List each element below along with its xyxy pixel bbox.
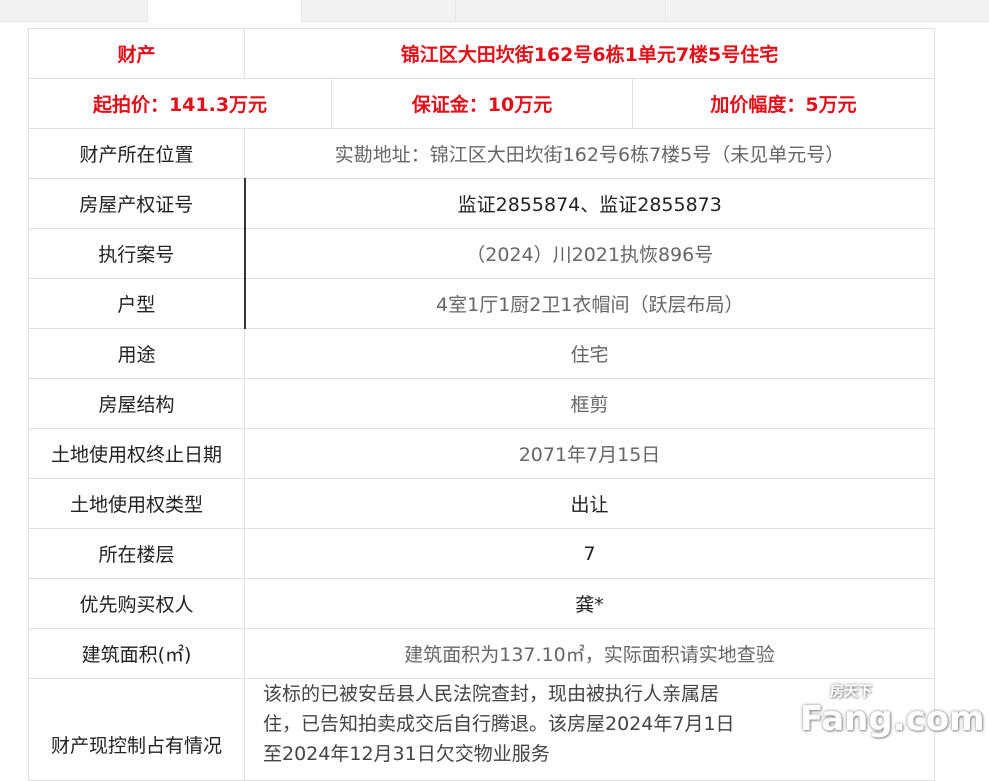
tab-active[interactable] [148,0,302,22]
tab-bar [0,0,989,22]
row-label: 建筑面积(㎡) [28,628,245,679]
table-row: 土地使用权类型 出让 [28,478,935,529]
watermark-brand: Fang.com [800,699,985,739]
header-row: 财产 锦江区大田坎街162号6栋1单元7楼5号住宅 [28,28,935,79]
row-value: 监证2855874、监证2855873 [243,178,935,229]
property-title: 锦江区大田坎街162号6栋1单元7楼5号住宅 [244,28,935,79]
row-label: 执行案号 [28,228,245,279]
row-label: 土地使用权终止日期 [28,428,245,479]
table-row: 房屋结构 框剪 [28,378,935,429]
row-value: 龚* [244,578,935,629]
watermark-cn: 房天下 [830,684,872,700]
row-value: 建筑面积为137.10㎡，实际面积请实地查验 [244,628,935,679]
row-value: 框剪 [244,378,935,429]
row-value: 4室1厅1厨2卫1衣帽间（跃层布局） [243,278,935,329]
row-label: 房屋产权证号 [28,178,245,229]
row-label: 财产现控制占有情况 [28,678,245,781]
row-label: 土地使用权类型 [28,478,245,529]
table-row: 户型 4室1厅1厨2卫1衣帽间（跃层布局） [28,278,935,329]
row-value: 实勘地址：锦江区大田坎街162号6栋7楼5号（未见单元号） [244,128,935,179]
table-row: 房屋产权证号 监证2855874、监证2855873 [28,178,935,229]
deposit: 保证金：10万元 [331,78,633,129]
tab[interactable] [0,0,148,22]
row-label: 户型 [28,278,245,329]
increment: 加价幅度：5万元 [632,78,935,129]
tab[interactable] [456,0,666,22]
table-row: 土地使用权终止日期 2071年7月15日 [28,428,935,479]
table-row: 财产所在位置 实勘地址：锦江区大田坎街162号6栋7楼5号（未见单元号） [28,128,935,179]
row-value: 7 [244,528,935,579]
row-value: 住宅 [244,328,935,379]
table-row: 优先购买权人 龚* [28,578,935,629]
table-row: 执行案号 （2024）川2021执恢896号 [28,228,935,279]
row-label: 房屋结构 [28,378,245,429]
row-label: 优先购买权人 [28,578,245,629]
fang-watermark-logo: 房天下 Fang.com [800,684,985,738]
row-label: 财产所在位置 [28,128,245,179]
row-value: 出让 [244,478,935,529]
row-value: （2024）川2021执恢896号 [243,228,935,279]
start-price: 起拍价：141.3万元 [28,78,332,129]
table-row: 用途 住宅 [28,328,935,379]
auction-info-table: 财产 锦江区大田坎街162号6栋1单元7楼5号住宅 起拍价：141.3万元 保证… [28,28,935,781]
tab[interactable] [302,0,456,22]
table-row: 建筑面积(㎡) 建筑面积为137.10㎡，实际面积请实地查验 [28,628,935,679]
row-label: 所在楼层 [28,528,245,579]
property-label: 财产 [28,28,245,79]
table-row: 财产现控制占有情况 该标的已被安岳县人民法院查封，现由被执行人亲属居住，已告知拍卖… [28,678,935,781]
row-value: 2071年7月15日 [244,428,935,479]
price-row: 起拍价：141.3万元 保证金：10万元 加价幅度：5万元 [28,78,935,129]
row-label: 用途 [28,328,245,379]
tab[interactable] [666,0,989,22]
table-row: 所在楼层 7 [28,528,935,579]
